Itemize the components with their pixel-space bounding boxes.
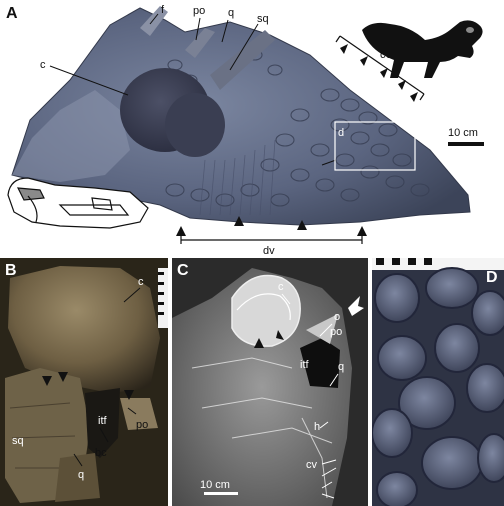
panel-a-annotations — [49, 13, 337, 166]
panel-c-arrowheads — [254, 330, 284, 348]
specimen-left-wing — [12, 90, 130, 182]
label-c-h: h — [314, 421, 320, 433]
label-c: c — [40, 59, 46, 71]
ct-itf — [300, 338, 340, 388]
panel-d-letter: D — [486, 269, 498, 286]
label-dv: dv — [263, 245, 275, 256]
striations — [199, 139, 276, 216]
label-c-q: q — [338, 361, 344, 373]
ct-specimen — [172, 268, 352, 506]
cv-bracket — [339, 35, 425, 95]
osteoderm-scales — [372, 267, 504, 506]
cranium-c — [8, 266, 160, 393]
label-q: q — [228, 7, 234, 19]
label-b-q: q — [78, 469, 84, 481]
ct-cranium-c — [231, 274, 301, 347]
panel-c-figure: C c o po itf q h cv 10 cm — [172, 258, 368, 506]
postorbital-b — [120, 398, 158, 430]
label-po: po — [193, 5, 205, 17]
skull-lower — [165, 93, 225, 157]
label-c-po: po — [330, 326, 342, 338]
scale-texture — [132, 49, 430, 207]
detail-box-d — [334, 121, 416, 171]
panel-c: C c o po itf q h cv 10 cm — [172, 258, 368, 506]
infratemporal-fenestra — [85, 388, 120, 458]
scale-bar-a-label: 10 cm — [448, 127, 478, 139]
scale-bar-a — [448, 142, 484, 146]
panel-b-letter: B — [5, 262, 17, 279]
label-b-sq: sq — [12, 435, 24, 447]
label-b-bc: bc — [95, 447, 107, 459]
label-c-cv: cv — [306, 459, 318, 471]
panel-b-arrowheads — [42, 372, 134, 400]
label-b-itf: itf — [98, 415, 108, 427]
postorbital-bone — [140, 6, 168, 36]
direction-arrow-icon — [348, 296, 364, 316]
label-c-o: o — [334, 311, 340, 323]
label-sq: sq — [257, 13, 269, 25]
label-c-itf: itf — [300, 359, 310, 371]
ruler-b — [158, 268, 168, 328]
label-b-po: po — [136, 419, 148, 431]
panel-a: A f po q sq c d cv 10 — [6, 4, 484, 256]
label-c-c: c — [278, 281, 284, 293]
panel-c-letter: C — [177, 262, 189, 279]
skull-outline-drawing — [7, 177, 149, 229]
ct-postorbital — [306, 314, 338, 344]
panel-b: B c sq itf bc po q — [0, 258, 168, 506]
scale-bar-c-label: 10 cm — [200, 479, 230, 491]
dv-arrowheads — [176, 216, 367, 236]
panel-d: D — [372, 258, 504, 506]
panel-d-figure: D — [372, 258, 504, 506]
quadrate-bone — [185, 28, 215, 58]
squamosal-bone — [210, 30, 275, 90]
ruler-d — [372, 258, 504, 270]
cv-arrowheads — [340, 44, 418, 102]
specimen-slab — [11, 7, 471, 226]
panel-a-figure: A f po q sq c d cv 10 — [6, 4, 484, 256]
scale-bar-c — [204, 492, 238, 495]
panel-a-letter: A — [6, 5, 18, 22]
label-d: d — [338, 127, 344, 139]
label-b-c: c — [138, 276, 144, 288]
label-f: f — [161, 4, 165, 16]
dinosaur-silhouette-icon — [362, 20, 483, 78]
panel-b-figure: B c sq itf bc po q — [0, 258, 168, 506]
quadrate-b — [55, 453, 100, 502]
